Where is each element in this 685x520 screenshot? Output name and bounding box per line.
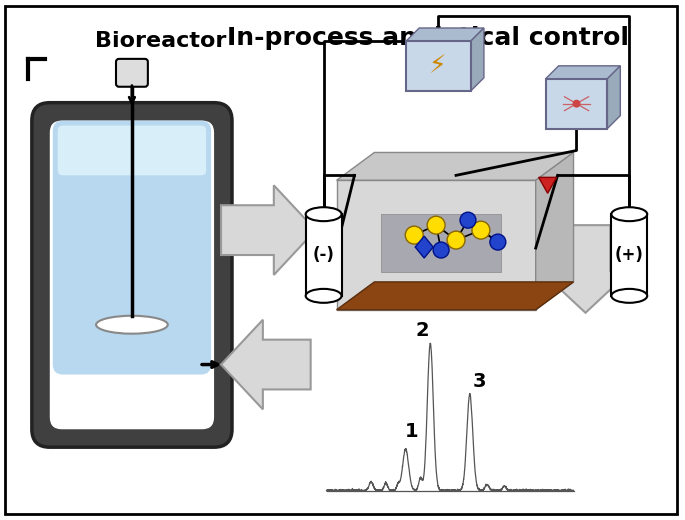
Polygon shape xyxy=(538,177,557,193)
FancyBboxPatch shape xyxy=(58,125,206,175)
Text: 1: 1 xyxy=(405,422,419,441)
Polygon shape xyxy=(221,320,311,409)
Ellipse shape xyxy=(612,207,647,221)
Ellipse shape xyxy=(306,289,342,303)
FancyBboxPatch shape xyxy=(53,121,211,374)
Polygon shape xyxy=(336,282,573,310)
Polygon shape xyxy=(406,28,484,41)
FancyBboxPatch shape xyxy=(50,121,214,430)
Text: (-): (-) xyxy=(312,246,334,264)
Polygon shape xyxy=(546,66,621,79)
Bar xyxy=(406,41,471,90)
Polygon shape xyxy=(336,180,536,310)
Circle shape xyxy=(460,212,476,228)
Circle shape xyxy=(573,100,580,108)
Bar xyxy=(612,214,647,296)
Polygon shape xyxy=(540,225,630,313)
Polygon shape xyxy=(536,152,573,310)
Circle shape xyxy=(490,234,506,250)
Text: (+): (+) xyxy=(615,246,644,264)
Polygon shape xyxy=(471,28,484,90)
Circle shape xyxy=(427,216,445,234)
Polygon shape xyxy=(336,152,573,180)
Bar xyxy=(382,214,501,272)
FancyBboxPatch shape xyxy=(116,59,148,87)
Ellipse shape xyxy=(612,289,647,303)
Circle shape xyxy=(406,226,423,244)
FancyBboxPatch shape xyxy=(32,102,232,447)
Ellipse shape xyxy=(96,316,168,334)
Text: 3: 3 xyxy=(473,372,486,391)
Bar xyxy=(546,79,608,128)
Polygon shape xyxy=(415,236,433,258)
Bar xyxy=(306,214,342,296)
Ellipse shape xyxy=(306,207,342,221)
Text: In-process analytical control: In-process analytical control xyxy=(227,26,629,50)
Text: ⚡: ⚡ xyxy=(429,54,447,78)
Polygon shape xyxy=(221,185,316,275)
Circle shape xyxy=(433,242,449,258)
Text: 2: 2 xyxy=(416,321,429,340)
Polygon shape xyxy=(608,66,621,128)
Circle shape xyxy=(447,231,465,249)
Circle shape xyxy=(472,221,490,239)
Text: Bioreactor: Bioreactor xyxy=(95,31,226,51)
